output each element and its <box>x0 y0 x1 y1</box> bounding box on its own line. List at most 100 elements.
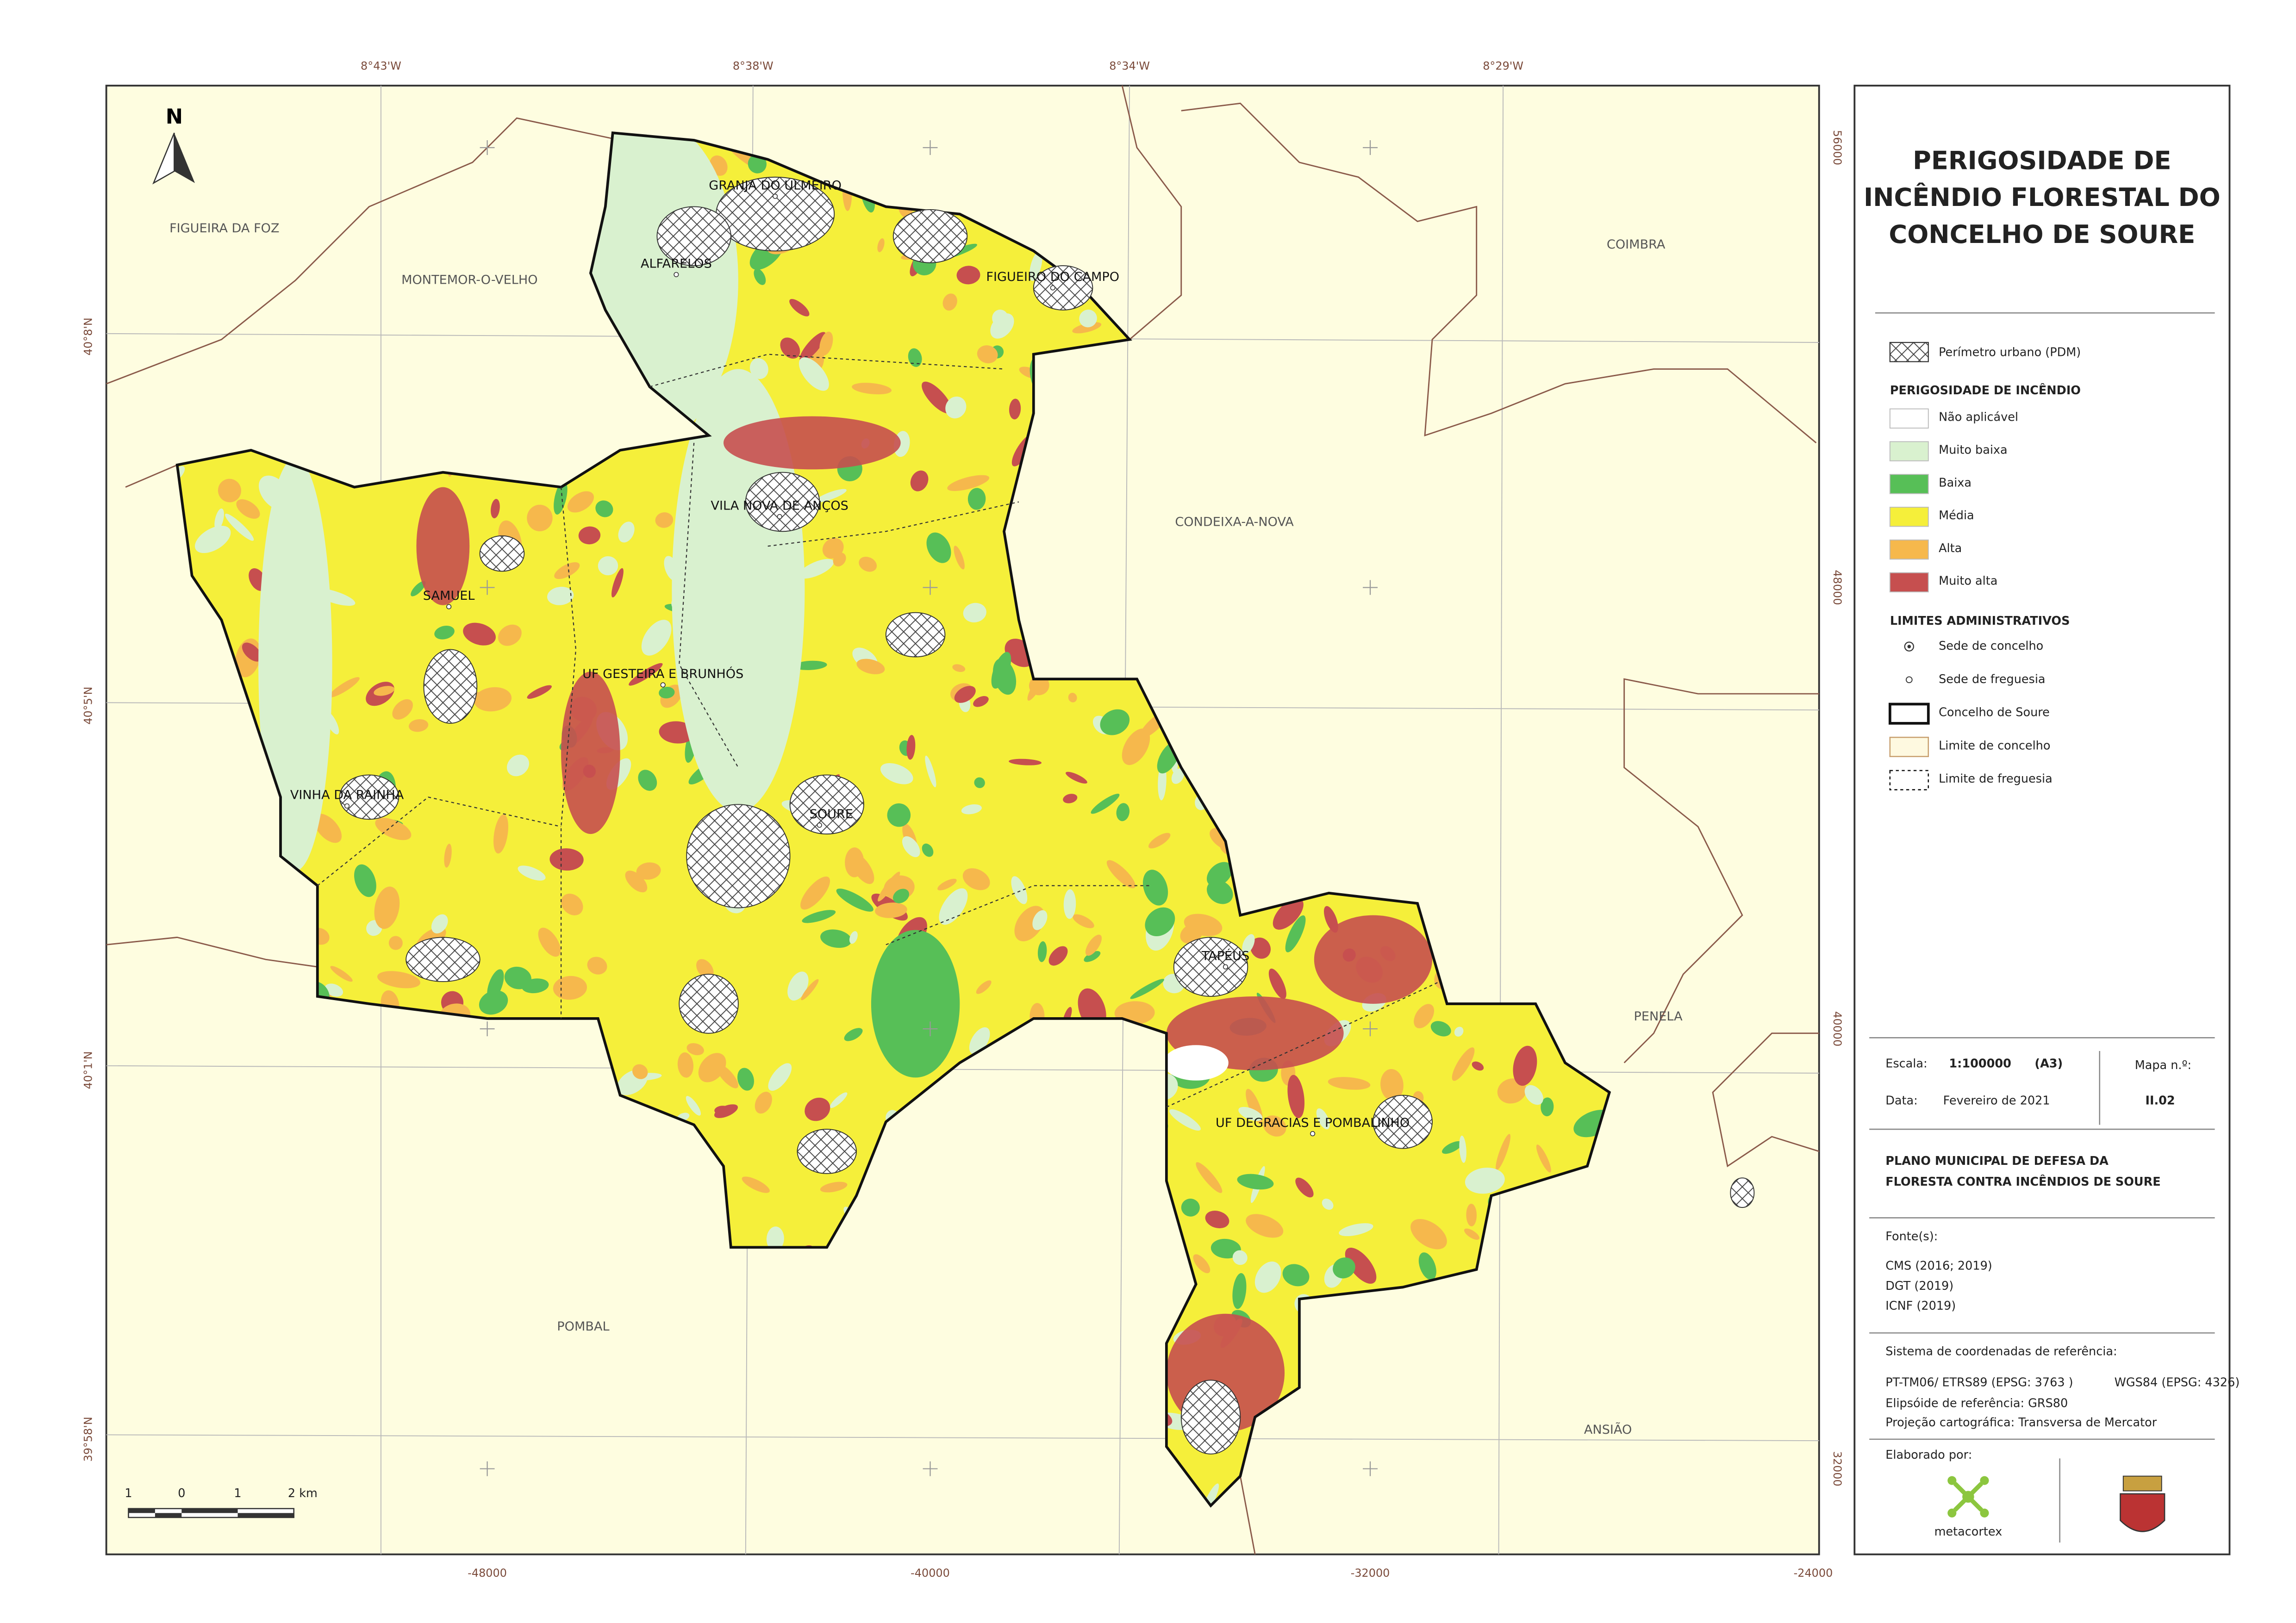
hazard-patch <box>815 489 847 503</box>
hazard-patch <box>329 677 360 697</box>
y-coordinate: 48000 <box>1831 570 1844 605</box>
urban-perimeter <box>339 774 399 820</box>
hazard-patch <box>977 345 998 364</box>
parish-seat <box>773 193 778 199</box>
very-high-zone <box>416 487 470 605</box>
hazard-patch <box>766 1226 784 1251</box>
hazard-patch <box>1339 1223 1373 1237</box>
hazard-patch <box>922 381 952 414</box>
hazard-patch <box>768 1063 792 1091</box>
hazard-patch <box>1454 1026 1464 1037</box>
hazard-patch <box>659 687 675 699</box>
hazard-patch <box>902 836 920 858</box>
hazard-patch <box>1037 941 1047 962</box>
hazard-patch <box>802 910 836 923</box>
hazard-patch <box>1246 1214 1284 1238</box>
hazard-patch <box>922 843 934 857</box>
hazard-patch <box>1196 1162 1223 1193</box>
source: CMS (2016; 2019) <box>1885 1259 1992 1273</box>
hazard-patch <box>214 508 224 530</box>
date-value: Fevereiro de 2021 <box>1943 1094 2050 1107</box>
parish-seat <box>1310 1131 1316 1137</box>
legend-entry: Sede de freguesia <box>1939 672 2045 686</box>
hazard-patch <box>1210 1238 1241 1259</box>
north-arrow: N <box>152 105 195 185</box>
hazard-patch <box>880 763 913 784</box>
hazard-patch <box>820 1181 848 1193</box>
grid-cross <box>1363 140 1378 155</box>
hazard-patch <box>991 652 1011 689</box>
hazard-patch <box>1029 675 1049 696</box>
hazard-patch <box>877 238 885 252</box>
urban-perimeter <box>679 974 739 1034</box>
map-title: PERIGOSIDADE DE <box>1913 146 2171 175</box>
hazard-patch <box>1171 768 1185 784</box>
hazard-swatch <box>1889 507 1929 527</box>
hazard-patch <box>595 500 613 517</box>
hazard-patch <box>992 309 1009 327</box>
hazard-patch <box>479 990 508 1015</box>
hazard-patch <box>878 871 900 902</box>
urban-perimeter <box>892 209 968 263</box>
hazard-patch <box>967 488 986 510</box>
urban-perimeter <box>745 472 820 532</box>
hazard-patch <box>906 735 916 760</box>
hazard-swatch <box>1889 474 1929 494</box>
hazard-swatch <box>1889 572 1929 592</box>
legend-entry: Perímetro urbano (PDM) <box>1939 345 2081 359</box>
hazard-patch <box>1063 889 1076 919</box>
hazard-patch <box>1242 934 1255 954</box>
hazard-patch <box>976 980 992 994</box>
hazard-patch <box>1232 1250 1248 1265</box>
paper-size: (A3) <box>2034 1057 2063 1071</box>
projection: Projeção cartográfica: Transversa de Mer… <box>1885 1416 2157 1430</box>
hazard-patch <box>1496 1134 1511 1170</box>
hazard-patch <box>799 357 829 391</box>
hazard-swatch <box>1889 539 1929 560</box>
hazard-patch <box>1029 251 1042 281</box>
hazard-patch <box>1250 937 1271 959</box>
hazard-patch <box>1091 794 1120 814</box>
urban-perimeter <box>797 1129 857 1174</box>
na-zone <box>1163 1045 1229 1081</box>
legend-entry: Sede de concelho <box>1939 639 2043 653</box>
urban-perimeter <box>1033 265 1093 311</box>
urban-swatch <box>1889 342 1929 362</box>
scale-label: Escala: <box>1885 1057 1927 1071</box>
legend-entry: Limite de freguesia <box>1939 772 2053 786</box>
grid-cross <box>480 1021 495 1037</box>
hazard-patch <box>1464 1228 1479 1240</box>
municipal-crest <box>2120 1475 2165 1532</box>
y-coordinate: 32000 <box>1831 1451 1844 1486</box>
parish-name: TAPÉUS <box>1201 948 1250 963</box>
hazard-patch <box>939 888 968 925</box>
hazard-patch <box>1032 910 1048 930</box>
hazard-patch <box>910 470 929 491</box>
hazard-patch <box>434 625 455 640</box>
hazard-patch <box>354 864 376 897</box>
hazard-patch <box>799 332 826 362</box>
hazard-patch <box>638 770 657 791</box>
date-label: Data: <box>1885 1094 1917 1107</box>
grid-cross <box>480 1461 495 1476</box>
hazard-patch <box>1232 1273 1247 1309</box>
hazard-patch <box>388 936 403 950</box>
hazard-patch <box>1206 862 1233 887</box>
hazard-patch <box>844 1028 863 1041</box>
limit-swatch <box>1889 736 1929 757</box>
hazard-patch <box>463 622 496 646</box>
hazard-patch <box>1205 1211 1229 1229</box>
hazard-patch <box>833 553 846 567</box>
hazard-patch <box>632 1064 648 1079</box>
hazard-patch <box>554 562 580 579</box>
grid-cross <box>1363 1021 1378 1037</box>
hazard-patch <box>686 1043 704 1056</box>
legend-entry: Baixa <box>1939 476 1972 490</box>
parish-seat <box>344 803 350 809</box>
hazard-patch <box>852 383 892 395</box>
hazard-patch <box>973 696 989 707</box>
hazard-patch <box>1418 1252 1436 1280</box>
plan-title: PLANO MUNICIPAL DE DEFESA DA <box>1885 1154 2109 1168</box>
hazard-patch <box>849 931 858 944</box>
hazard-patch <box>1466 1203 1477 1226</box>
